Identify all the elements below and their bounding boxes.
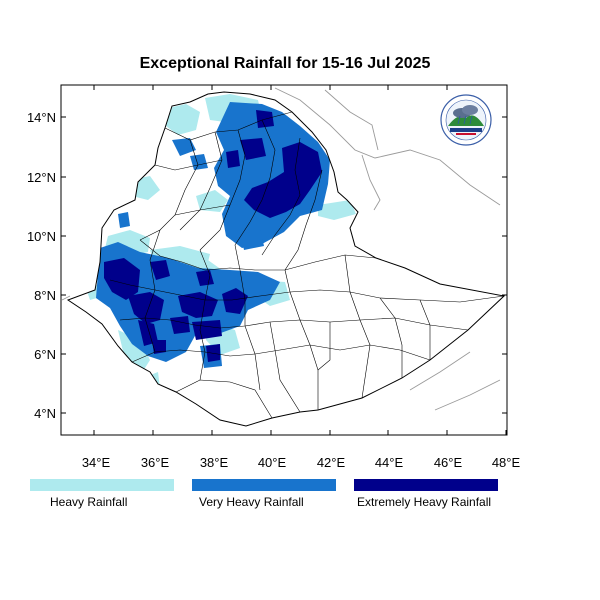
lon-label: 38°E bbox=[200, 455, 229, 470]
lat-label: 8°N bbox=[34, 288, 56, 303]
lon-label: 42°E bbox=[317, 455, 346, 470]
legend-swatch-very-heavy bbox=[192, 479, 336, 491]
lat-label: 10°N bbox=[27, 229, 56, 244]
legend-label-extremely-heavy: Extremely Heavy Rainfall bbox=[357, 495, 492, 509]
lat-label: 14°N bbox=[27, 110, 56, 125]
lon-label: 48°E bbox=[492, 455, 521, 470]
lon-label: 46°E bbox=[434, 455, 463, 470]
lat-label: 12°N bbox=[27, 170, 56, 185]
legend-label-very-heavy: Very Heavy Rainfall bbox=[199, 495, 304, 509]
lon-label: 34°E bbox=[82, 455, 111, 470]
rainfall-overlay bbox=[86, 94, 356, 390]
lon-ticks bbox=[93, 85, 507, 435]
legend-label-heavy: Heavy Rainfall bbox=[50, 495, 128, 509]
map-title: Exceptional Rainfall for 15-16 Jul 2025 bbox=[139, 55, 431, 72]
ethiopia-border bbox=[66, 91, 506, 427]
neighbor-borders bbox=[61, 87, 501, 411]
ethiopian-meteorology-institute-logo bbox=[440, 94, 492, 146]
lat-label: 6°N bbox=[34, 347, 56, 362]
lon-label: 36°E bbox=[141, 455, 170, 470]
lat-label: 4°N bbox=[34, 406, 56, 421]
extremely-heavy-rainfall-areas bbox=[104, 110, 322, 362]
lat-ticks bbox=[61, 116, 507, 414]
admin-boundaries bbox=[109, 111, 504, 419]
legend-swatch-heavy bbox=[30, 479, 174, 491]
lon-label: 44°E bbox=[375, 455, 404, 470]
lon-label: 40°E bbox=[258, 455, 287, 470]
legend-swatch-extremely-heavy bbox=[354, 479, 498, 491]
